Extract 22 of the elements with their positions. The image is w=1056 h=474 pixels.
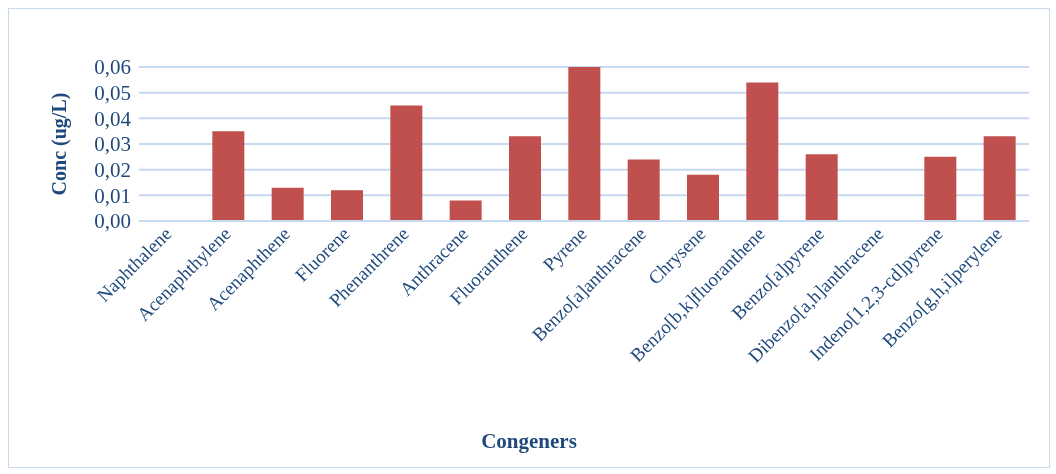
bar (687, 174, 719, 221)
bar (212, 131, 245, 221)
bar (449, 200, 482, 221)
y-axis-title: Conc (ug/L) (48, 92, 72, 196)
bar (746, 82, 779, 221)
bar (924, 156, 957, 221)
y-tick-label: 0,04 (94, 106, 132, 131)
y-tick-label: 0,01 (94, 183, 131, 208)
y-tick-label: 0,03 (94, 132, 131, 157)
y-tick-label: 0,05 (94, 81, 131, 106)
x-axis-title: Congeners (480, 429, 578, 454)
y-tick-label: 0,00 (94, 209, 131, 234)
bar (331, 190, 363, 221)
bar (390, 105, 423, 221)
y-tick-label: 0,02 (94, 158, 131, 183)
y-tick-label: 0,06 (94, 55, 131, 80)
bar (568, 67, 601, 221)
bar (983, 136, 1016, 221)
bar (271, 187, 304, 221)
bar (627, 159, 660, 221)
bar (805, 154, 838, 221)
bar (509, 136, 541, 221)
